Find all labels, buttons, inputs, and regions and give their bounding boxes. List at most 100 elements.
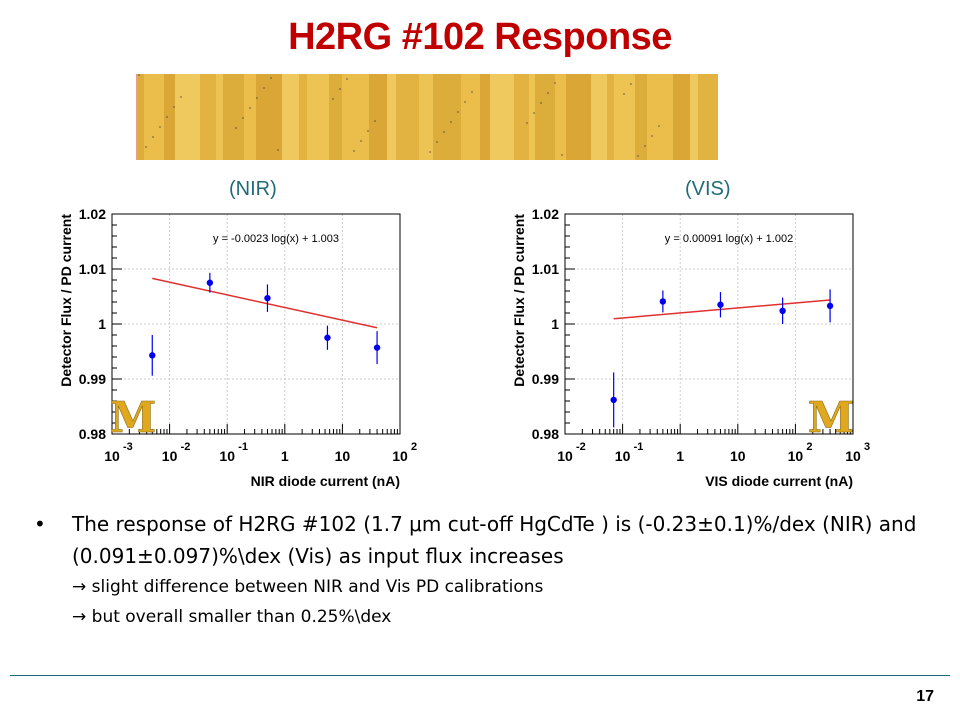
detector-speck: [464, 101, 466, 103]
y-tick-label: 1.01: [532, 261, 559, 277]
detector-streak: [144, 74, 164, 160]
detector-speck: [374, 120, 376, 122]
detector-speck: [429, 151, 431, 153]
data-point: [149, 352, 156, 359]
bullet-dot-icon: •: [34, 512, 46, 536]
x-tick-label: 1: [281, 448, 289, 464]
detector-speck: [623, 93, 625, 95]
detector-streak: [461, 74, 480, 160]
detector-streak: [387, 74, 396, 160]
detector-speck: [235, 127, 237, 129]
data-point: [324, 334, 331, 341]
x-tick-label: 10: [557, 448, 573, 464]
detector-streak: [614, 74, 635, 160]
detector-streak: [307, 74, 329, 160]
data-point: [779, 307, 786, 314]
footer-divider: [10, 675, 950, 676]
detector-speck: [173, 106, 175, 108]
nir-response-chart: 10 -3 10 -2 10 -1 1 10 10 2 0.98 0.99 1 1.01 1.02 y = -…: [55, 196, 430, 496]
bullet-sub-1: → slight difference between NIR and Vis …: [72, 577, 544, 597]
detector-streak: [419, 74, 433, 160]
x-tick-exponent: -2: [576, 441, 586, 453]
detector-streak: [514, 74, 529, 160]
x-tick-label: 1: [676, 448, 684, 464]
data-point: [717, 301, 724, 308]
bullet-list: • The response of H2RG #102 (1.7 μm cut-…: [34, 508, 934, 632]
detector-speck: [637, 155, 639, 157]
bullet-item: • The response of H2RG #102 (1.7 μm cut-…: [34, 508, 934, 572]
detector-speck: [436, 141, 438, 143]
detector-speck: [630, 83, 632, 85]
detector-streak: [555, 74, 566, 160]
detector-streak: [396, 74, 419, 160]
detector-image: [136, 74, 718, 160]
data-point: [659, 298, 667, 305]
fit-line: [152, 277, 378, 329]
detector-streak: [480, 74, 490, 160]
y-axis-title: Detector Flux / PD current: [511, 214, 527, 387]
plot-frame: [111, 213, 401, 435]
detector-speck: [450, 121, 452, 123]
detector-speck: [138, 74, 140, 76]
detector-speck: [554, 82, 556, 84]
detector-speck: [367, 130, 369, 132]
x-axis-title: NIR diode current (nA): [251, 473, 400, 489]
nir-label: (NIR): [229, 178, 277, 200]
x-tick-label: 10: [788, 448, 804, 464]
detector-speck: [443, 131, 445, 133]
y-tick-label: 1: [98, 316, 106, 332]
x-tick-exponent: 2: [806, 441, 812, 453]
detector-streak: [342, 74, 369, 160]
detector-speck: [180, 96, 182, 98]
detector-speck: [270, 77, 272, 79]
data-point: [373, 344, 381, 351]
detector-streak: [690, 74, 698, 160]
x-tick-exponent: 3: [864, 441, 870, 453]
y-axis-title: Detector Flux / PD current: [58, 214, 74, 387]
university-logo-icon: M: [110, 393, 157, 442]
vis-response-chart: 10 -2 10 -1 1 10 10 2 10 3 0.98 0.99 1 1.01 1.02 y = 0.…: [508, 196, 883, 496]
x-tick-exponent: -2: [181, 441, 191, 453]
x-tick-label: 10: [162, 448, 178, 464]
detector-streak: [369, 74, 387, 160]
detector-speck: [263, 87, 265, 89]
detector-streak: [535, 74, 555, 160]
x-axis-title: VIS diode current (nA): [705, 473, 853, 489]
x-tick-label: 10: [615, 448, 631, 464]
detector-streak: [282, 74, 299, 160]
fit-line: [613, 299, 831, 320]
x-tick-exponent: -1: [634, 441, 644, 453]
x-tick-label: 10: [392, 448, 408, 464]
detector-speck: [159, 126, 161, 128]
detector-speck: [457, 111, 459, 113]
detector-streak: [223, 74, 244, 160]
y-tick-label: 0.98: [532, 426, 559, 442]
detector-speck: [651, 135, 653, 137]
y-tick-label: 0.99: [79, 371, 106, 387]
detector-speck: [339, 88, 341, 90]
detector-speck: [533, 112, 535, 114]
detector-speck: [242, 117, 244, 119]
detector-streak: [566, 74, 591, 160]
detector-streak: [200, 74, 216, 160]
detector-streak: [490, 74, 514, 160]
detector-streak: [244, 74, 256, 160]
detector-speck: [561, 154, 563, 156]
y-tick-label: 0.98: [79, 426, 106, 442]
detector-streak: [256, 74, 282, 160]
detector-streak: [299, 74, 307, 160]
detector-streak: [138, 74, 144, 160]
detector-streak: [698, 74, 718, 160]
plot-frame: [564, 213, 854, 435]
detector-streak: [329, 74, 342, 160]
x-tick-label: 10: [219, 448, 235, 464]
detector-streak: [164, 74, 175, 160]
detector-streak: [175, 74, 200, 160]
detector-streak: [647, 74, 673, 160]
detector-speck: [277, 149, 279, 151]
fit-equation: y = -0.0023 log(x) + 1.003: [213, 233, 339, 245]
detector-speck: [658, 125, 660, 127]
bullet-main-text: The response of H2RG #102 (1.7 μm cut-of…: [72, 512, 917, 568]
detector-speck: [249, 107, 251, 109]
detector-speck: [471, 91, 473, 93]
